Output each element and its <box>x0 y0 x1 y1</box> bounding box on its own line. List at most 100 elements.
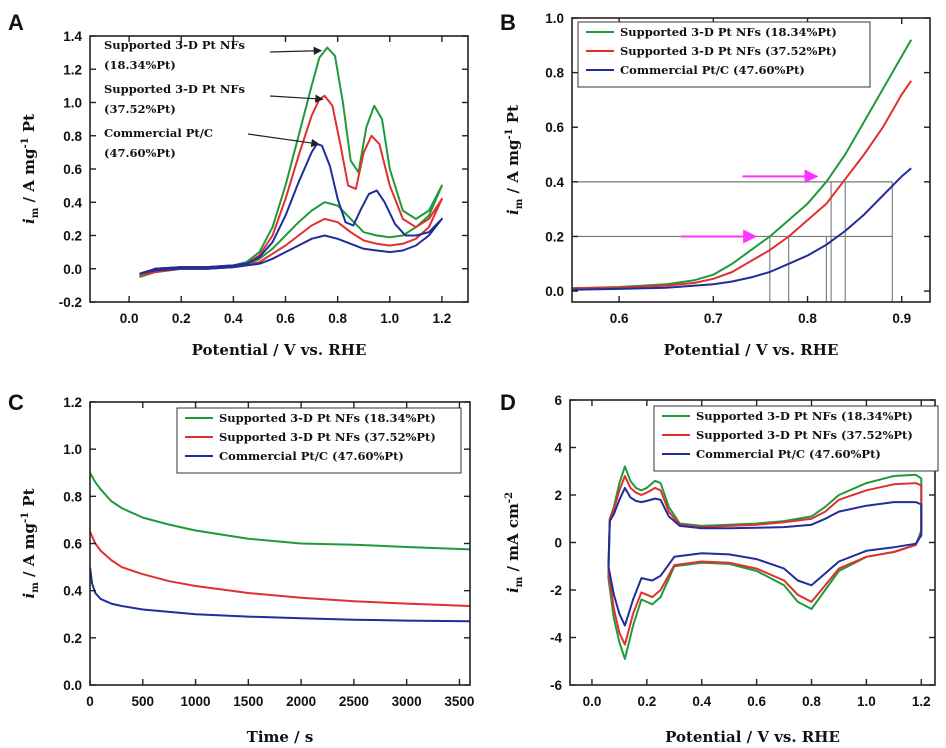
panel-d-ytick-label-4: 2 <box>554 488 562 503</box>
panel-d-xtick-label-5: 1.0 <box>857 694 876 709</box>
panel-d-series-2-line <box>607 486 923 627</box>
panel-d-xtick-label-3: 0.6 <box>747 694 766 709</box>
panel-d-xtick-label-1: 0.2 <box>637 694 656 709</box>
panel-c-xtick-label-7: 3500 <box>444 694 474 709</box>
panel-b-series-2-line <box>572 167 912 291</box>
panel-a-ytick-label-7: 1.2 <box>63 62 82 77</box>
panel-c-legend-label-1: Supported 3-D Pt NFs (37.52%Pt) <box>219 430 436 444</box>
panel-c-xtick-label-5: 2500 <box>339 694 369 709</box>
panel-a-ytick-label-5: 0.8 <box>63 129 82 144</box>
panel-b-ytick-label-1: 0.2 <box>545 229 564 244</box>
panel-a-ylabel: im / A mg-1 Pt <box>20 114 41 224</box>
panel-a-series-2-line <box>139 143 443 275</box>
panel-d-series-0-line <box>607 465 923 660</box>
panel-a-xtick-label-0: 0.0 <box>120 311 139 326</box>
panel-b-legend-box <box>577 21 871 88</box>
panel-d-ytick-label-1: -4 <box>550 631 562 646</box>
panel-b: B 0.6 0.7 0.8 0.9 0.0 0.2 0.4 0.6 0.8 1.0 Potential… <box>500 10 931 359</box>
panel-b-legend-label-2: Commercial Pt/C (47.60%Pt) <box>620 63 805 77</box>
panel-b-frame <box>571 17 931 303</box>
panel-d-xtick-label-4: 0.8 <box>802 694 821 709</box>
panel-a-xlabel: Potential / V vs. RHE <box>192 341 367 359</box>
panel-d-legend: Supported 3-D Pt NFs (18.34%Pt) Supported… <box>653 405 939 472</box>
panel-c-series-2-line <box>90 566 470 623</box>
panel-d-ylabel: im / mA cm-2 <box>504 492 525 593</box>
panel-a-annotation-2-line-1: (47.60%Pt) <box>104 146 176 160</box>
panel-a-xtick-label-5: 1.0 <box>380 311 399 326</box>
panel-a-annotation-1-line-0: Supported 3-D Pt NFs <box>104 82 245 96</box>
panel-c-ytick-label-4: 0.8 <box>63 489 82 504</box>
panel-a-ytick-label-0: -0.2 <box>59 295 82 310</box>
panel-a-annotation-arrow-0 <box>269 46 323 56</box>
panel-a-ytick-label-3: 0.4 <box>63 195 82 210</box>
panel-b-xtick-label-2: 0.8 <box>798 311 817 326</box>
panel-c-ytick-label-0: 0.0 <box>63 678 82 693</box>
panel-d: D 0.0 0.2 0.4 0.6 0.8 1.0 1.2 -6 -4 -2 0 2 4 6 Potentia… <box>500 390 939 746</box>
panel-c-xlabel: Time / s <box>247 728 314 746</box>
panel-d-legend-box <box>653 405 939 472</box>
panel-d-letter: D <box>500 390 516 415</box>
panel-c-xtick-label-3: 1500 <box>233 694 263 709</box>
panel-d-xtick-label-2: 0.4 <box>692 694 711 709</box>
panel-d-legend-label-2: Commercial Pt/C (47.60%Pt) <box>696 447 881 461</box>
panel-b-legend-label-1: Supported 3-D Pt NFs (37.52%Pt) <box>620 44 837 58</box>
panel-c-ytick-label-6: 1.2 <box>63 395 82 410</box>
panel-c-ylabel: im / A mg-1 Pt <box>20 488 41 598</box>
panel-d-ytick-label-6: 6 <box>554 393 562 408</box>
panel-b-legend: Supported 3-D Pt NFs (18.34%Pt) Supported… <box>577 21 871 88</box>
panel-b-ytick-label-3: 0.6 <box>545 120 564 135</box>
panel-d-ytick-label-0: -6 <box>550 678 562 693</box>
panel-c-letter: C <box>8 390 24 415</box>
panel-a-xtick-label-1: 0.2 <box>172 311 191 326</box>
panel-c-series-1-line <box>90 531 470 607</box>
panel-c-ytick-label-5: 1.0 <box>63 442 82 457</box>
panel-c: C 0 500 1000 1500 2000 2500 3000 3500 0.0 0.2 0.4 0.… <box>8 390 474 746</box>
panel-a-ytick-label-8: 1.4 <box>63 29 82 44</box>
panel-c-legend: Supported 3-D Pt NFs (18.34%Pt) Supported… <box>176 407 462 474</box>
panel-b-xtick-label-0: 0.6 <box>610 311 629 326</box>
panel-a-ytick-label-2: 0.2 <box>63 229 82 244</box>
panel-a-series-1-line <box>139 94 443 277</box>
panel-a-letter: A <box>8 10 24 35</box>
panel-a-ytick-label-4: 0.6 <box>63 162 82 177</box>
panel-a-frame <box>89 35 469 303</box>
panel-a-annotation-arrow-1 <box>269 94 324 103</box>
panel-c-legend-box <box>176 407 462 474</box>
panel-d-xtick-label-6: 1.2 <box>912 694 931 709</box>
panel-a-annotation-1-line-1: (37.52%Pt) <box>104 102 176 116</box>
panel-c-xtick-label-4: 2000 <box>286 694 316 709</box>
panel-a-ytick-label-1: 0.0 <box>63 262 82 277</box>
panel-c-legend-label-0: Supported 3-D Pt NFs (18.34%Pt) <box>219 411 436 425</box>
panel-b-ytick-label-0: 0.0 <box>545 284 564 299</box>
panel-c-series-0-line <box>90 472 470 551</box>
panel-a-xtick-label-2: 0.4 <box>224 311 243 326</box>
panel-d-ytick-label-2: -2 <box>550 583 562 598</box>
panel-c-xtick-label-0: 0 <box>86 694 94 709</box>
panel-b-xlabel: Potential / V vs. RHE <box>664 341 839 359</box>
panel-b-letter: B <box>500 10 516 35</box>
panel-a-annotation-2-line-0: Commercial Pt/C <box>104 126 213 140</box>
panel-a-xtick-label-6: 1.2 <box>433 311 452 326</box>
panel-b-series-1-line <box>572 80 913 290</box>
panel-a-annotation-0-line-1: (18.34%Pt) <box>104 58 176 72</box>
panel-c-ytick-label-3: 0.6 <box>63 537 82 552</box>
panel-d-ytick-label-3: 0 <box>554 536 562 551</box>
panel-d-legend-label-0: Supported 3-D Pt NFs (18.34%Pt) <box>696 409 913 423</box>
panel-b-xtick-label-1: 0.7 <box>704 311 723 326</box>
panel-a-annotation-arrow-2 <box>247 133 320 148</box>
panel-c-ytick-label-2: 0.4 <box>63 584 82 599</box>
panel-c-legend-label-2: Commercial Pt/C (47.60%Pt) <box>219 449 404 463</box>
panel-b-ytick-label-4: 0.8 <box>545 66 564 81</box>
panel-d-ytick-label-5: 4 <box>554 441 562 456</box>
panel-d-xtick-label-0: 0.0 <box>583 694 602 709</box>
panel-c-ytick-label-1: 0.2 <box>63 631 82 646</box>
panel-a: A 0.0 0.2 0.4 0.6 0.8 1.0 1.2 -0.2 0.0 0.2 0.4 0.6 0.… <box>8 10 469 359</box>
panel-b-xtick-label-3: 0.9 <box>892 311 911 326</box>
panel-b-ytick-label-5: 1.0 <box>545 11 564 26</box>
panel-d-series-1-line <box>607 475 923 646</box>
panel-d-xlabel: Potential / V vs. RHE <box>665 728 840 746</box>
panel-b-ytick-label-2: 0.4 <box>545 175 564 190</box>
panel-a-annotation-0-line-0: Supported 3-D Pt NFs <box>104 38 245 52</box>
panel-a-series-0-line <box>139 46 443 279</box>
